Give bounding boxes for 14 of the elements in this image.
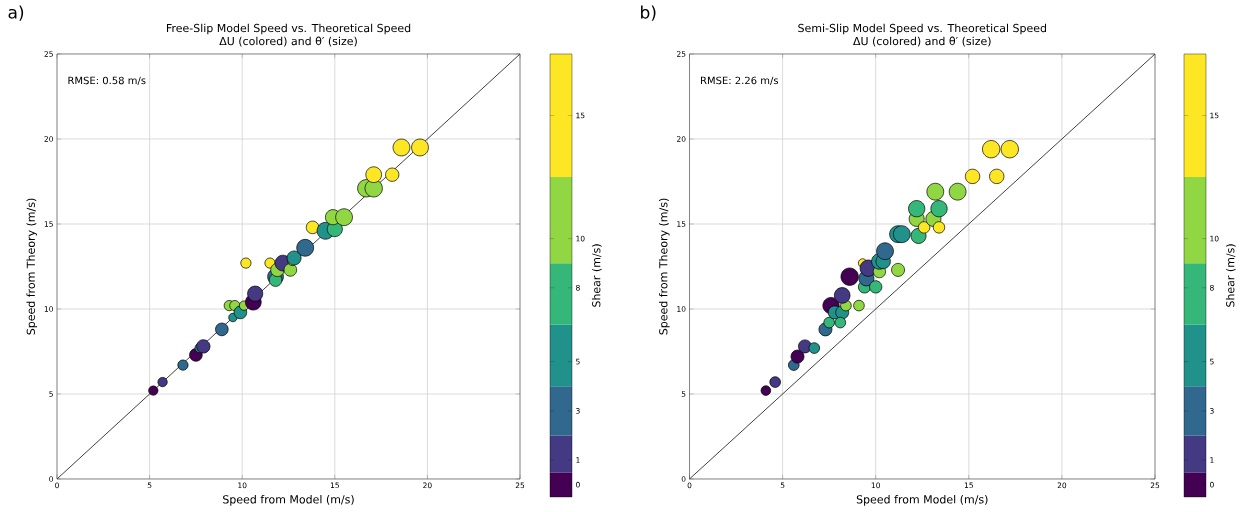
x-axis-title: Speed from Model (m/s) <box>223 495 354 506</box>
annotation: RMSE: 2.26 m/s <box>701 76 779 85</box>
chart-subtitle: ΔU (colored) and θ′ (size) <box>853 36 991 47</box>
color-bar-title: Shear (m/s) <box>1225 244 1236 307</box>
y-axis-title: Speed from Theory (m/s) <box>26 198 38 335</box>
text: a) <box>8 5 24 21</box>
text: b) <box>641 5 656 21</box>
x-axis-title: Speed from Model (m/s) <box>856 495 988 506</box>
chart-title: Semi-Slip Model Speed vs. Theoretical Speed <box>798 23 1046 35</box>
chart-title: Free-Slip Model Speed vs. Theoretical Speed <box>166 23 411 35</box>
annotation: RMSE: 0.58 m/s <box>68 76 146 85</box>
y-axis-title: Speed from Theory (m/s) <box>658 198 670 335</box>
color-bar-title: Shear (m/s) <box>591 244 602 307</box>
chart-subtitle: ΔU (colored) and θ′ (size) <box>219 36 357 47</box>
